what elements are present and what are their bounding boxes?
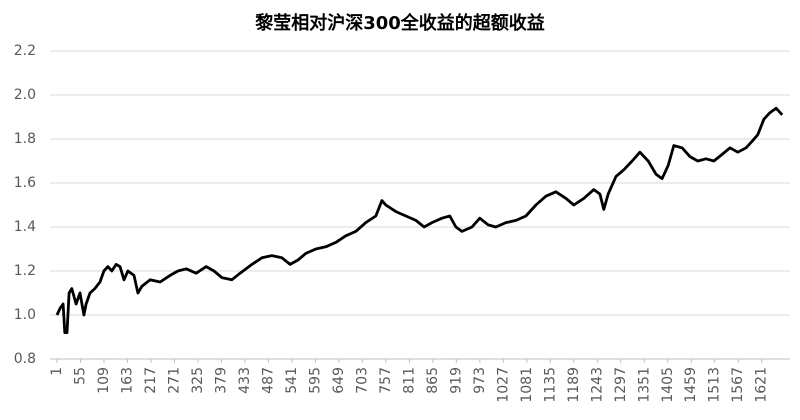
x-tick-label: 55 [72,367,88,385]
x-tick-label: 1351 [636,367,652,403]
y-tick-label: 2.0 [14,87,36,103]
x-tick-label: 865 [425,367,441,394]
x-tick-label: 379 [213,367,229,394]
y-tick-label: 1.6 [14,175,36,191]
x-tick-label: 973 [472,367,488,394]
x-tick-label: 1243 [589,367,605,403]
y-tick-label: 1.2 [14,263,36,279]
x-tick-label: 1513 [707,367,723,403]
x-tick-label: 487 [260,367,276,394]
y-tick-label: 2.2 [14,43,36,59]
x-tick-label: 1459 [683,367,699,403]
y-tick-label: 0.8 [14,351,36,367]
x-tick-label: 1135 [542,367,558,403]
x-tick-label: 433 [237,367,253,394]
y-tick-label: 1.8 [14,131,36,147]
x-tick-label: 1081 [519,367,535,403]
y-tick-label: 1.4 [14,219,36,235]
x-tick-label: 595 [307,367,323,394]
x-tick-label: 1189 [566,367,582,403]
x-tick-label: 919 [448,367,464,394]
x-tick-label: 325 [190,367,206,394]
x-tick-label: 1621 [754,367,770,403]
x-tick-label: 163 [119,367,135,394]
x-tick-label: 1027 [495,367,511,403]
x-tick-label: 1297 [613,367,629,403]
x-tick-label: 1 [49,367,65,376]
x-tick-label: 811 [401,367,417,394]
x-tick-label: 109 [96,367,112,394]
x-tick-label: 757 [378,367,394,394]
x-tick-label: 649 [331,367,347,394]
x-tick-label: 271 [166,367,182,394]
x-tick-label: 217 [143,367,159,394]
y-tick-label: 1.0 [14,307,36,323]
x-tick-label: 541 [284,367,300,394]
x-tick-label: 703 [354,367,370,394]
x-tick-label: 1567 [730,367,746,403]
x-tick-label: 1405 [660,367,676,403]
chart-title: 黎莹相对沪深300全收益的超额收益 [255,12,545,34]
line [55,106,784,334]
